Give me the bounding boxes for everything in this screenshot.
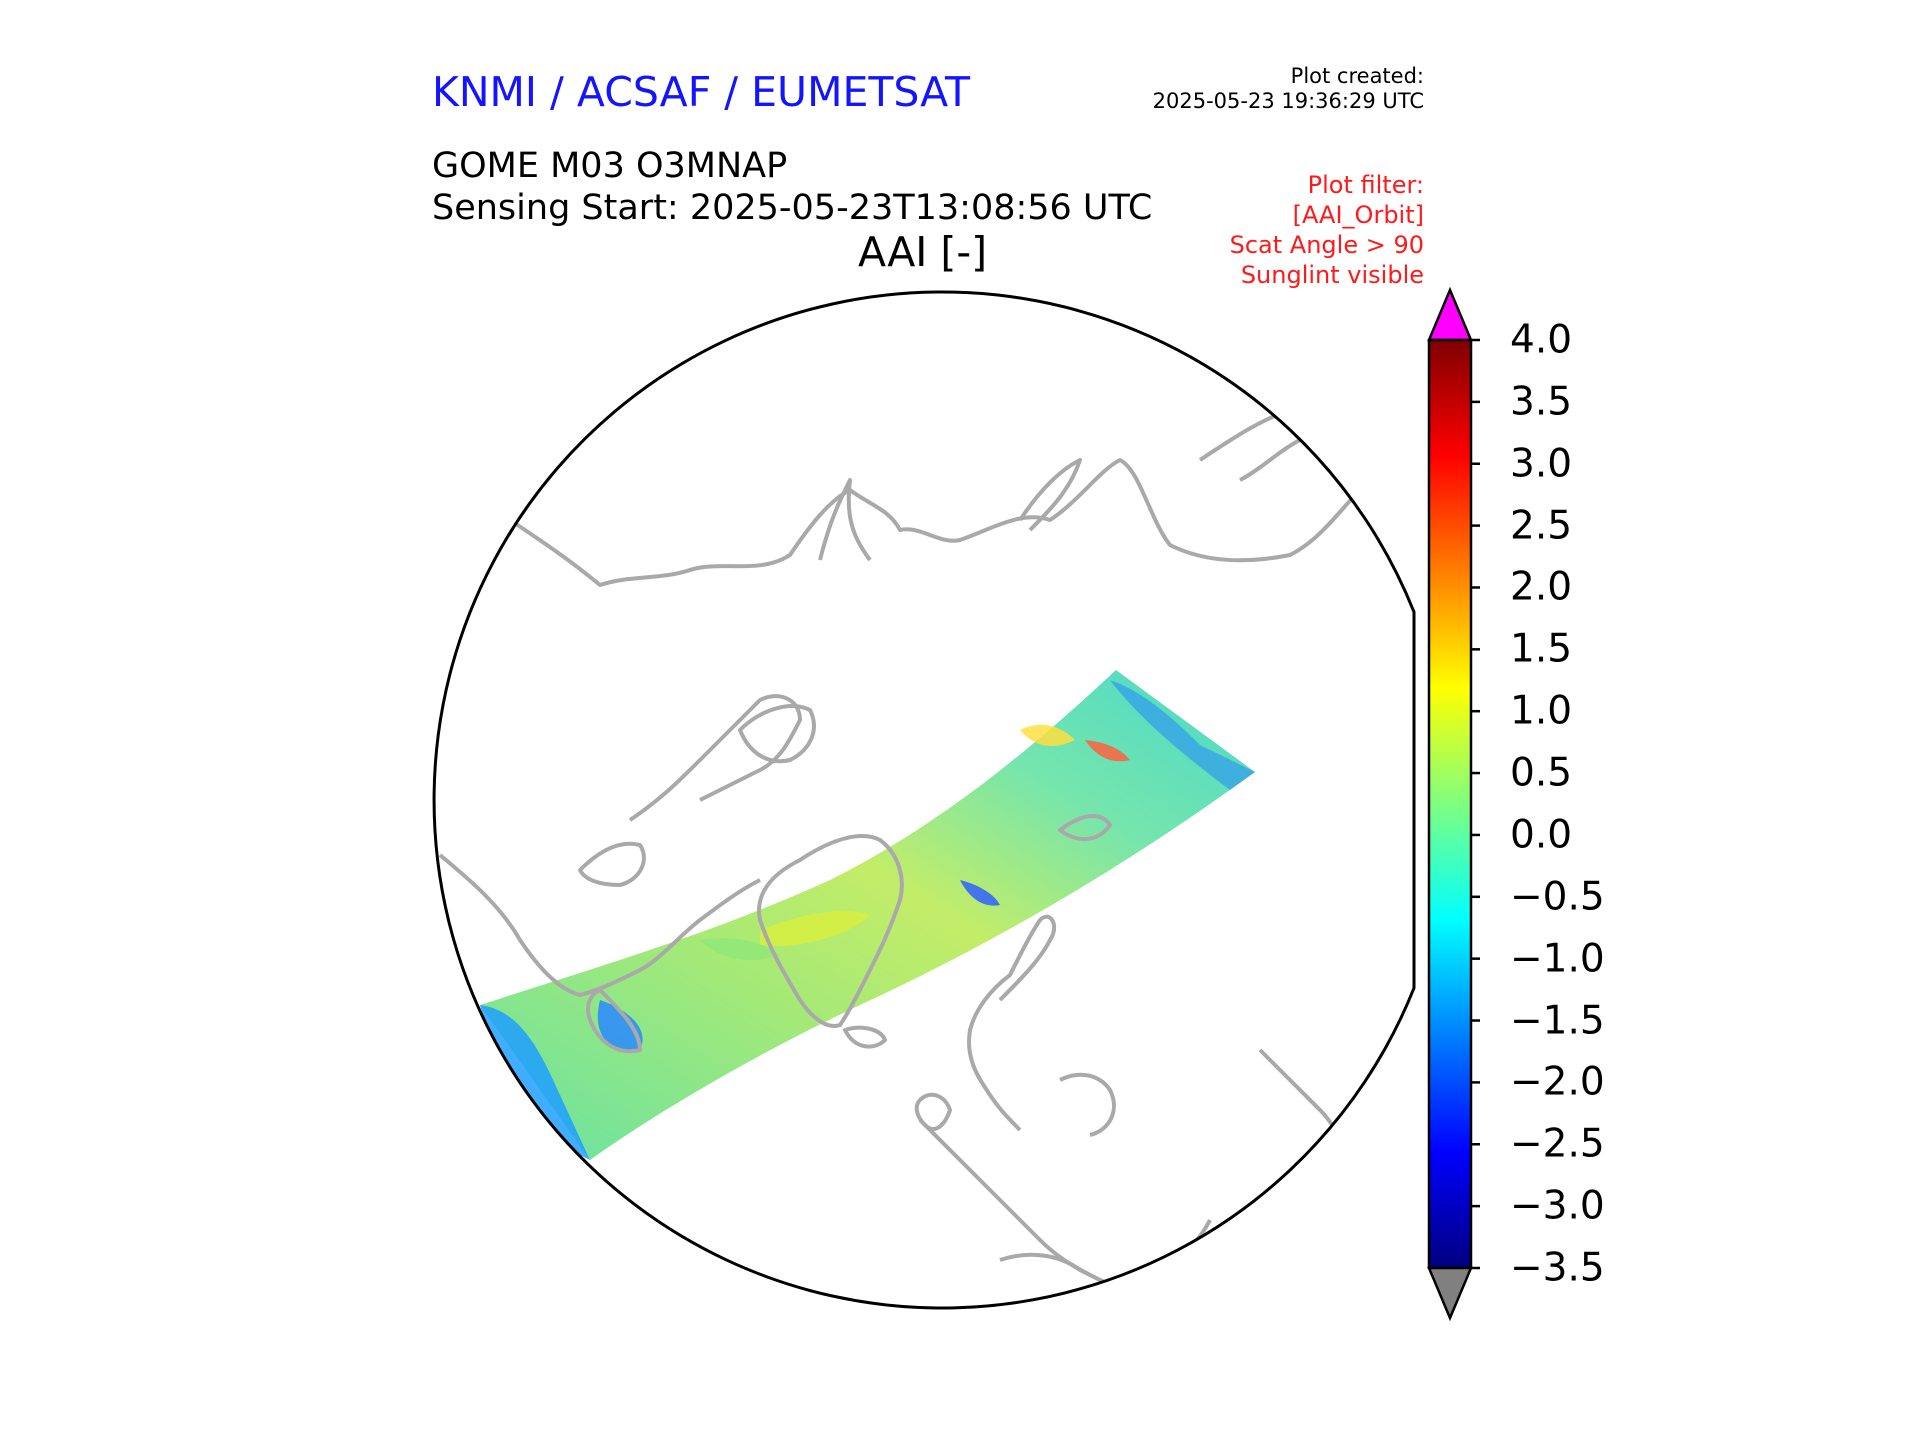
colorbar-tick-label: 3.5 (1510, 379, 1573, 425)
plot-created-time: 2025-05-23 19:36:29 UTC (1152, 89, 1424, 113)
colorbar-tick-label: −0.5 (1510, 874, 1605, 920)
coast-britain (914, 1092, 952, 1131)
colorbar-gradient (1427, 338, 1473, 1270)
plot-filter-line: [AAI_Orbit] (1292, 201, 1424, 229)
colorbar-tick-label: 1.0 (1510, 688, 1573, 734)
coast-greenland (757, 834, 904, 1028)
plot-created-info: Plot created: 2025-05-23 19:36:29 UTC (1153, 64, 1424, 114)
globe-boundary (432, 290, 1416, 1310)
colorbar-tick-label: 2.0 (1510, 564, 1573, 610)
colorbar-tick-label: 3.0 (1510, 441, 1573, 487)
plot-filter-line: Sunglint visible (1240, 261, 1424, 289)
colorbar-tick-label: −2.5 (1510, 1121, 1605, 1167)
colorbar-tick-label: −1.0 (1510, 936, 1605, 982)
plot-filter-line: Scat Angle > 90 (1229, 231, 1424, 259)
coast-chukotka (1198, 406, 1313, 482)
colorbar-tick-label: 2.5 (1510, 503, 1573, 549)
colorbar-tick-label: 0.5 (1510, 750, 1573, 796)
coast-arctic-archipelago (628, 694, 802, 822)
organization-title: KNMI / ACSAF / EUMETSAT (432, 68, 971, 116)
plot-created-label: Plot created: (1290, 64, 1424, 88)
product-name: GOME M03 O3MNAP (432, 146, 788, 186)
coast-baltic (1059, 1072, 1116, 1137)
colorbar-tick-label: 1.5 (1510, 626, 1573, 672)
colorbar-tick-label: −1.5 (1510, 998, 1605, 1044)
coast-hudson-bay (586, 988, 642, 1054)
coast-russia-east (1258, 1048, 1346, 1191)
coast-banks-island (578, 841, 646, 887)
colorbar-tick-label: −3.0 (1510, 1183, 1605, 1229)
colorbar-tick-label: −2.0 (1510, 1059, 1605, 1105)
plot-filter: Plot filter: [AAI_Orbit] Scat Angle > 90… (1230, 170, 1424, 290)
sensing-start: Sensing Start: 2025-05-23T13:08:56 UTC (432, 188, 1153, 228)
coast-siberia (508, 414, 1386, 587)
coast-ellesmere (738, 704, 816, 764)
colorbar-tick-label: 4.0 (1510, 317, 1573, 363)
colorbar-extend-max (1427, 286, 1473, 342)
coast-svalbard (1058, 814, 1112, 841)
coast-scandinavia (967, 914, 1057, 1132)
plot-filter-title: Plot filter: (1307, 171, 1424, 199)
coast-taymyr (818, 478, 872, 562)
coast-novaya-zemlya (1018, 458, 1082, 532)
colorbar-tick-marks (1471, 338, 1480, 1270)
colorbar-tick-label: −3.5 (1510, 1245, 1605, 1291)
coast-iceland (843, 1025, 887, 1049)
colorbar-extend-min (1427, 1266, 1473, 1322)
coastlines (438, 406, 1386, 1302)
colorbar (1427, 286, 1480, 1322)
colorbar-tick-label: 0.0 (1510, 812, 1573, 858)
plot-title: AAI [-] (858, 228, 988, 276)
